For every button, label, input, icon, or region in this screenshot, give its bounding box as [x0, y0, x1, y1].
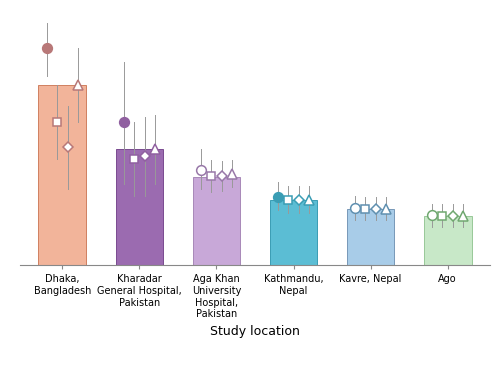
Bar	[424, 216, 472, 265]
Bar	[38, 85, 86, 265]
Bar	[346, 209, 395, 265]
Bar	[270, 200, 318, 265]
Bar	[192, 177, 240, 265]
X-axis label: Study location: Study location	[210, 325, 300, 338]
Bar	[116, 149, 164, 265]
